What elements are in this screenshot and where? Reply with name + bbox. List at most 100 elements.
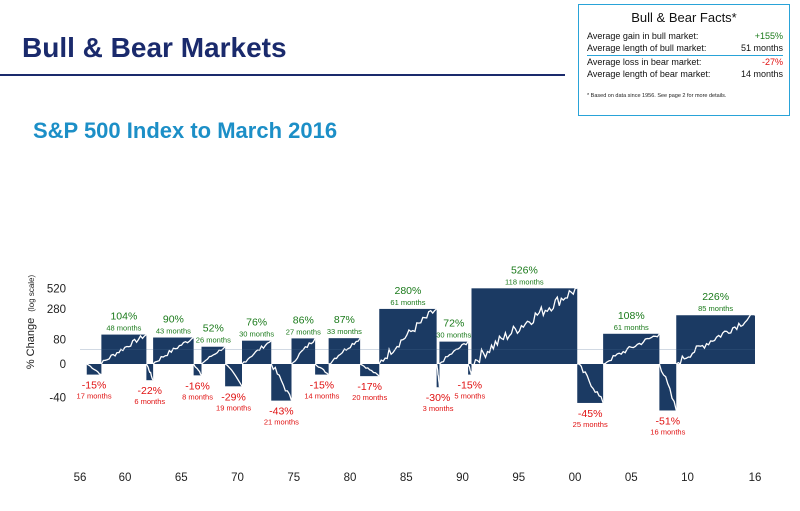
bull-duration-label: 61 months: [614, 323, 649, 332]
y-tick-label: -40: [49, 392, 66, 404]
bear-duration-label: 19 months: [216, 403, 251, 412]
facts-box: Bull & Bear Facts* Average gain in bull …: [578, 4, 790, 116]
bull-pct-label: 86%: [293, 314, 314, 326]
chart-subtitle: S&P 500 Index to March 2016: [33, 118, 338, 143]
bull-pct-label: 226%: [702, 291, 729, 303]
y-tick-label: 520: [47, 284, 66, 296]
bull-duration-label: 33 months: [327, 327, 362, 336]
x-tick-label: 75: [287, 472, 300, 484]
y-tick-label: 280: [47, 304, 66, 316]
x-tick-label: 60: [119, 472, 132, 484]
bear-pct-label: -15%: [310, 380, 335, 392]
facts-footnote: * Based on data since 1956. See page 2 f…: [587, 93, 727, 99]
bear-pct-label: -29%: [221, 391, 246, 403]
index-line: [471, 287, 578, 368]
index-line: [100, 334, 147, 365]
bull-duration-label: 26 months: [196, 336, 231, 345]
page-title: Bull & Bear Markets: [22, 32, 287, 63]
bear-duration-label: 5 months: [454, 392, 485, 401]
bear-duration-label: 8 months: [182, 392, 213, 401]
index-line: [435, 363, 441, 388]
x-tick-label: 56: [74, 472, 87, 484]
bear-market-bar: [225, 364, 242, 387]
index-line: [467, 363, 473, 375]
fact-label: Average length of bull market:: [587, 43, 707, 53]
bear-duration-label: 20 months: [352, 393, 387, 402]
index-line: [577, 363, 604, 404]
bear-duration-label: 17 months: [77, 392, 112, 401]
y-axis-label-note: (log scale): [27, 274, 36, 311]
title-rule: [0, 74, 565, 76]
bull-pct-label: 108%: [618, 310, 645, 322]
bull-duration-label: 61 months: [390, 298, 425, 307]
index-line: [224, 363, 243, 387]
bear-market-bar: [271, 364, 292, 401]
bull-pct-label: 87%: [334, 314, 355, 326]
bear-pct-label: -17%: [357, 381, 382, 393]
index-line: [193, 363, 203, 376]
index-line: [359, 363, 380, 377]
bull-duration-label: 43 months: [156, 327, 191, 336]
index-line: [145, 363, 154, 381]
bear-pct-label: -45%: [578, 408, 603, 420]
index-line: [270, 363, 293, 401]
index-line: [152, 336, 194, 365]
bear-pct-label: -30%: [426, 392, 451, 404]
bear-duration-label: 16 months: [650, 427, 685, 436]
bear-market-bar: [315, 364, 329, 375]
y-tick-label: 80: [53, 335, 66, 347]
bull-duration-label: 30 months: [239, 330, 274, 339]
bull-duration-label: 48 months: [106, 324, 141, 333]
x-tick-label: 95: [512, 472, 525, 484]
bull-pct-label: 90%: [163, 314, 184, 326]
x-tick-label: 85: [400, 472, 413, 484]
y-tick-label: 0: [60, 359, 66, 371]
fact-label: Average length of bear market:: [587, 69, 711, 79]
bear-pct-label: -15%: [458, 380, 483, 392]
fact-label: Average loss in bear market:: [587, 57, 702, 67]
y-axis-label: % Change (log scale): [25, 274, 37, 369]
x-tick-label: 65: [175, 472, 188, 484]
bull-duration-label: 85 months: [698, 304, 733, 313]
x-tick-label: 80: [344, 472, 357, 484]
index-line: [328, 337, 361, 365]
fact-label: Average gain in bull market:: [587, 31, 699, 41]
facts-divider: [587, 55, 783, 56]
bear-pct-label: -51%: [656, 415, 681, 427]
index-line: [201, 346, 226, 365]
index-line: [675, 312, 756, 365]
x-tick-label: 05: [625, 472, 638, 484]
bull-pct-label: 104%: [110, 311, 137, 323]
bull-duration-label: 27 months: [286, 327, 321, 336]
bear-pct-label: -16%: [185, 380, 210, 392]
index-line: [378, 308, 438, 365]
bull-pct-label: 52%: [203, 323, 224, 335]
bull-pct-label: 526%: [511, 264, 538, 276]
bear-pct-label: -22%: [137, 385, 162, 397]
index-line: [602, 333, 660, 365]
y-axis-label-main: % Change: [25, 318, 37, 369]
index-line: [241, 340, 272, 365]
facts-title: Bull & Bear Facts*: [631, 10, 737, 25]
bear-pct-label: -43%: [269, 406, 294, 418]
x-tick-label: 00: [569, 472, 582, 484]
bull-pct-label: 72%: [443, 318, 464, 330]
index-line: [314, 363, 330, 376]
bull-duration-label: 30 months: [436, 331, 471, 340]
fact-value: -27%: [761, 57, 783, 67]
index-line: [658, 363, 677, 411]
index-line: [438, 341, 469, 365]
bull-market-bar: [291, 338, 316, 364]
fact-value: +155%: [754, 31, 783, 41]
bull-pct-label: 76%: [246, 317, 267, 329]
bull-pct-label: 280%: [395, 285, 422, 297]
x-tick-label: 90: [456, 472, 469, 484]
bull-duration-label: 118 months: [505, 277, 544, 286]
bear-duration-label: 3 months: [423, 404, 454, 413]
bear-duration-label: 6 months: [134, 397, 165, 406]
fact-value: 51 months: [740, 43, 783, 53]
bear-duration-label: 25 months: [573, 420, 608, 429]
index-line: [86, 363, 102, 376]
fact-value: 14 months: [740, 69, 783, 79]
